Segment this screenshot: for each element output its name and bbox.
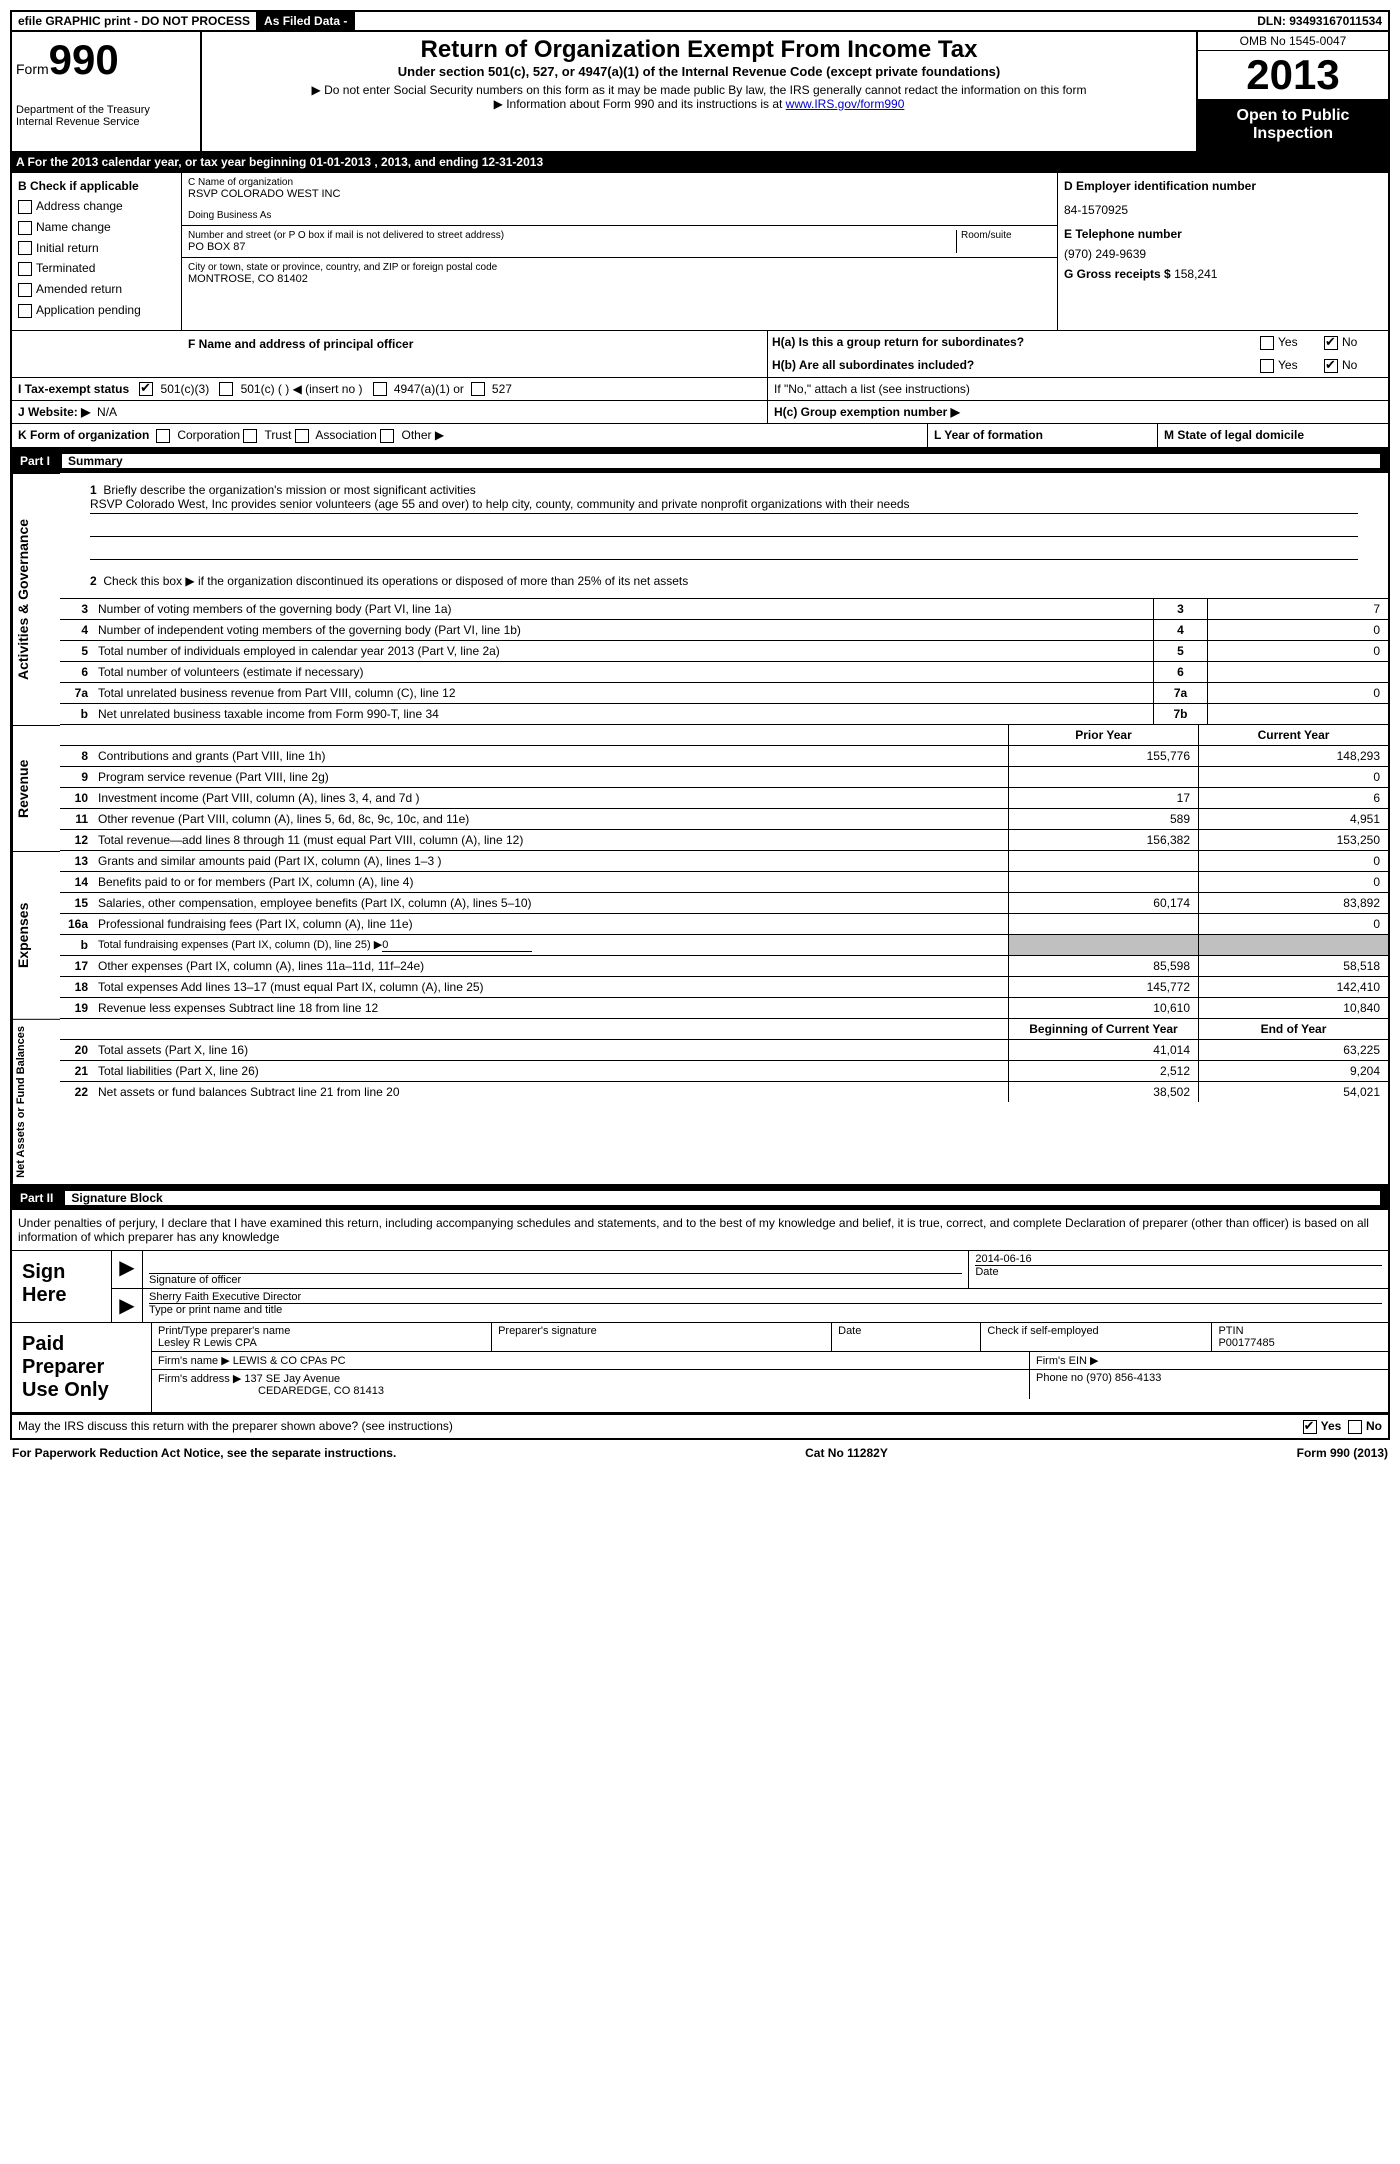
check-initial[interactable] (18, 241, 32, 255)
officer-name: Sherry Faith Executive Director (149, 1291, 1382, 1304)
paid-preparer: Paid Preparer Use Only (12, 1323, 152, 1412)
check-name[interactable] (18, 221, 32, 235)
year-formation: L Year of formation (934, 428, 1043, 442)
section-c: C Name of organization RSVP COLORADO WES… (182, 173, 1058, 330)
form-number: 990 (49, 36, 119, 83)
irs-link[interactable]: www.IRS.gov/form990 (786, 97, 905, 111)
info-grid: B Check if applicable Address change Nam… (10, 173, 1390, 330)
section-d: D Employer identification number 84-1570… (1058, 173, 1388, 330)
may-irs-discuss: May the IRS discuss this return with the… (10, 1414, 1390, 1440)
org-city: MONTROSE, CO 81402 (188, 273, 1051, 285)
org-name: RSVP COLORADO WEST INC (188, 188, 1051, 200)
part1-header: Part I Summary (10, 449, 1390, 473)
check-assoc[interactable] (295, 429, 309, 443)
form-title: Return of Organization Exempt From Incom… (206, 36, 1192, 64)
telephone: (970) 249-9639 (1064, 247, 1382, 261)
ha-yes[interactable] (1260, 336, 1274, 350)
check-pending[interactable] (18, 304, 32, 318)
section-h: H(a) Is this a group return for subordin… (768, 331, 1388, 377)
irs-label: Internal Revenue Service (16, 116, 196, 128)
dln: DLN: 93493167011534 (1251, 12, 1388, 30)
efile-notice: efile GRAPHIC print - DO NOT PROCESS (12, 12, 258, 30)
org-address: PO BOX 87 (188, 241, 956, 253)
line7b-val (1208, 711, 1388, 717)
preparer-name: Lesley R Lewis CPA (158, 1337, 485, 1349)
discuss-no[interactable] (1348, 1420, 1362, 1434)
omb-number: OMB No 1545-0047 (1198, 32, 1388, 51)
form-org-label: K Form of organization (18, 428, 149, 442)
governance-label: Activities & Governance (12, 473, 60, 725)
check-501c[interactable] (219, 382, 233, 396)
section-b: B Check if applicable Address change Nam… (12, 173, 182, 330)
line4-val: 0 (1208, 620, 1388, 640)
firm-phone: (970) 856-4133 (1086, 1372, 1161, 1384)
section-f: F Name and address of principal officer (188, 337, 761, 351)
top-bar: efile GRAPHIC print - DO NOT PROCESS As … (10, 10, 1390, 32)
part2-header: Part II Signature Block (10, 1186, 1390, 1210)
check-amended[interactable] (18, 283, 32, 297)
sig-arrow-icon: ▶ (112, 1289, 142, 1322)
check-4947[interactable] (373, 382, 387, 396)
line5-val: 0 (1208, 641, 1388, 661)
sig-date: 2014-06-16 (975, 1253, 1382, 1266)
discuss-yes[interactable] (1303, 1420, 1317, 1434)
form-header: Form990 Department of the Treasury Inter… (10, 32, 1390, 153)
ein: 84-1570925 (1064, 203, 1382, 217)
firm-addr2: CEDAREDGE, CO 81413 (258, 1385, 1023, 1397)
tax-year: 2013 (1198, 51, 1388, 99)
ssn-notice: ▶ Do not enter Social Security numbers o… (206, 83, 1192, 97)
as-filed: As Filed Data - (258, 12, 355, 30)
perjury-declaration: Under penalties of perjury, I declare th… (12, 1210, 1388, 1250)
hb-note: If "No," attach a list (see instructions… (768, 378, 1388, 401)
check-terminated[interactable] (18, 262, 32, 276)
website-val: N/A (97, 405, 117, 419)
revenue-label: Revenue (12, 725, 60, 851)
hc-label: H(c) Group exemption number ▶ (774, 405, 960, 419)
check-address[interactable] (18, 200, 32, 214)
state-domicile: M State of legal domicile (1164, 428, 1304, 442)
line6-val (1208, 669, 1388, 675)
firm-addr1: 137 SE Jay Avenue (244, 1373, 340, 1385)
section-a: A For the 2013 calendar year, or tax yea… (10, 153, 1390, 173)
sign-here: Sign Here (12, 1251, 112, 1322)
check-corp[interactable] (156, 429, 170, 443)
tax-exempt-label: I Tax-exempt status (18, 382, 129, 396)
sig-arrow-icon: ▶ (112, 1251, 142, 1288)
hb-yes[interactable] (1260, 359, 1274, 373)
check-other[interactable] (380, 429, 394, 443)
firm-name: LEWIS & CO CPAs PC (233, 1355, 346, 1367)
check-501c3[interactable] (139, 382, 153, 396)
ptin: P00177485 (1218, 1337, 1382, 1349)
expenses-label: Expenses (12, 851, 60, 1019)
netassets-label: Net Assets or Fund Balances (12, 1019, 60, 1184)
public-inspection: Open to Public Inspection (1198, 99, 1388, 151)
signature-block: Under penalties of perjury, I declare th… (10, 1210, 1390, 1414)
website-label: J Website: ▶ (18, 405, 90, 419)
page-footer: For Paperwork Reduction Act Notice, see … (10, 1440, 1390, 1466)
hb-no[interactable] (1324, 359, 1338, 373)
gross-receipts: 158,241 (1174, 267, 1217, 281)
line3-val: 7 (1208, 599, 1388, 619)
line7a-val: 0 (1208, 683, 1388, 703)
ha-no[interactable] (1324, 336, 1338, 350)
form-subtitle: Under section 501(c), 527, or 4947(a)(1)… (206, 64, 1192, 79)
mission-text: RSVP Colorado West, Inc provides senior … (90, 497, 1358, 514)
check-527[interactable] (471, 382, 485, 396)
form-label: Form (16, 61, 49, 77)
dept-treasury: Department of the Treasury (16, 104, 196, 116)
check-trust[interactable] (243, 429, 257, 443)
